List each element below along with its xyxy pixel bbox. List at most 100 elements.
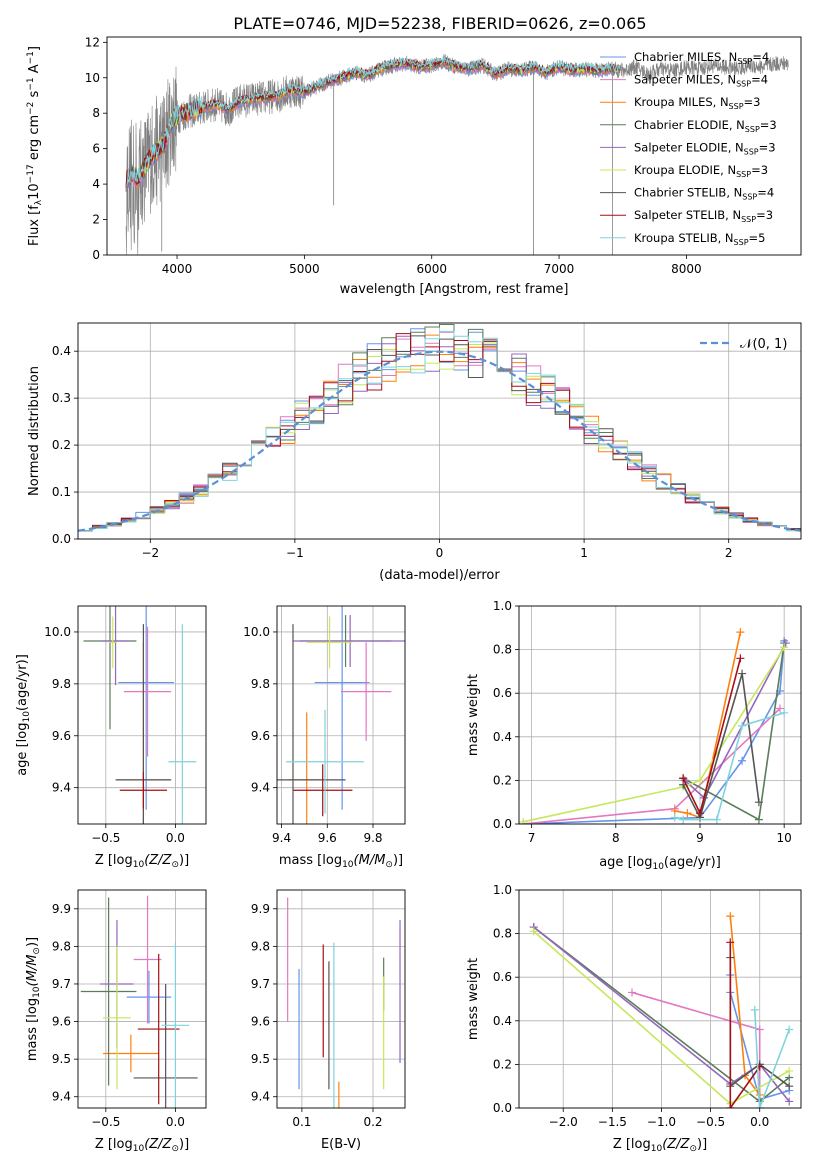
y-tick-label: 9.6 bbox=[251, 729, 270, 743]
data-point bbox=[712, 815, 721, 824]
y-tick-label: 9.5 bbox=[52, 1052, 71, 1066]
panel-ebv-mass: 0.1 0.2 9.4 9.5 9.6 9.7 9.8 9.9 E(B-V) bbox=[251, 889, 406, 1152]
data-point bbox=[726, 1104, 735, 1108]
y-tick-label: 9.6 bbox=[52, 729, 71, 743]
x-axis-label: age [log10(age/yr)] bbox=[599, 855, 721, 872]
y-axis-label: Flux [fλ10−17 erg cm−2 s−1 A−1] bbox=[26, 46, 44, 246]
legend-entry: Salpeter STELIB, NSSP=3 bbox=[634, 208, 773, 224]
legend-entry: Kroupa STELIB, NSSP=5 bbox=[634, 231, 765, 247]
y-tick-label: 9.6 bbox=[52, 1015, 71, 1029]
y-tick-label: 9.8 bbox=[251, 939, 270, 953]
y-tick-label: 9.4 bbox=[251, 781, 270, 795]
y-tick-label: 0.1 bbox=[52, 485, 71, 499]
x-axis-label: E(B-V) bbox=[321, 1137, 361, 1152]
data-point bbox=[781, 639, 790, 648]
y-tick-label: 8 bbox=[92, 106, 100, 120]
y-tick-label: 9.5 bbox=[251, 1052, 270, 1066]
legend-entry: Chabrier MILES, NSSP=4 bbox=[634, 50, 769, 66]
y-tick-label: 0.8 bbox=[493, 643, 512, 657]
y-tick-label: 0.4 bbox=[493, 730, 512, 744]
y-tick-label: 4 bbox=[92, 177, 100, 191]
series-line-8 bbox=[729, 942, 761, 1108]
x-tick-label: 8000 bbox=[671, 262, 702, 276]
x-tick-label: 1 bbox=[580, 546, 588, 560]
data-point bbox=[738, 756, 747, 765]
data-point bbox=[519, 817, 528, 824]
y-axis-label: Normed distribution bbox=[27, 366, 42, 496]
y-tick-label: 9.4 bbox=[251, 1090, 270, 1104]
data-point bbox=[695, 776, 704, 785]
data-point bbox=[726, 938, 735, 947]
data-point bbox=[738, 721, 747, 730]
x-tick-label: 2 bbox=[725, 546, 733, 560]
x-tick-label: 6000 bbox=[416, 262, 447, 276]
plot-area bbox=[277, 606, 405, 824]
plot-area bbox=[519, 628, 790, 824]
y-tick-label: 9.8 bbox=[251, 677, 270, 691]
data-point bbox=[755, 1104, 764, 1108]
y-tick-label: 9.9 bbox=[251, 902, 270, 916]
data-point bbox=[736, 628, 745, 637]
y-tick-label: 9.6 bbox=[251, 1015, 270, 1029]
plot-area bbox=[78, 324, 801, 532]
y-tick-label: 0.4 bbox=[493, 1014, 512, 1028]
legend-entry: Kroupa MILES, NSSP=3 bbox=[634, 95, 760, 111]
legend: Chabrier MILES, NSSP=4 Salpeter MILES, NS… bbox=[600, 50, 777, 247]
data-point bbox=[754, 798, 763, 807]
axes-frame bbox=[77, 889, 207, 1109]
y-axis-label: age [log10(age/yr)] bbox=[15, 654, 32, 776]
data-point bbox=[679, 815, 688, 824]
axes-frame bbox=[518, 889, 802, 1109]
x-tick-label: −1 bbox=[286, 546, 304, 560]
x-tick-label: 5000 bbox=[289, 262, 320, 276]
data-point bbox=[726, 912, 735, 921]
y-tick-label: 1.0 bbox=[493, 883, 512, 897]
legend-entry: Salpeter ELODIE, NSSP=3 bbox=[634, 140, 776, 156]
data-point bbox=[780, 708, 789, 717]
x-tick-label: −1.0 bbox=[647, 1115, 676, 1129]
y-tick-label: 6 bbox=[92, 142, 100, 156]
figure-title: PLATE=0746, MJD=52238, FIBERID=0626, z=0… bbox=[233, 14, 646, 33]
gaussian-curve bbox=[78, 350, 801, 532]
y-tick-label: 1.0 bbox=[493, 599, 512, 613]
y-tick-label: 0.8 bbox=[493, 927, 512, 941]
x-tick-label: −2 bbox=[141, 546, 159, 560]
x-tick-label: 9.6 bbox=[318, 831, 337, 845]
series-line-8 bbox=[682, 658, 742, 816]
model-spectrum-1 bbox=[125, 62, 621, 193]
x-tick-label: 4000 bbox=[162, 262, 193, 276]
data-point bbox=[679, 774, 688, 783]
series-line-7 bbox=[682, 673, 760, 820]
axes-frame bbox=[518, 605, 802, 825]
data-point bbox=[683, 809, 692, 818]
x-tick-label: 7000 bbox=[544, 262, 575, 276]
y-tick-label: 0.2 bbox=[52, 438, 71, 452]
y-tick-label: 9.7 bbox=[251, 977, 270, 991]
panel-residuals: −2 −1 0 1 2 0.0 0.1 0.2 0.3 0.4 𝒩(0, 1) (data-model… bbox=[27, 322, 802, 583]
series-line-2 bbox=[631, 991, 761, 1108]
x-axis-label: Z [log10(Z/Z⊙)] bbox=[613, 1137, 707, 1154]
data-point bbox=[785, 1066, 794, 1075]
model-spectrum-9 bbox=[125, 56, 621, 187]
x-tick-label: −1.5 bbox=[598, 1115, 627, 1129]
x-axis-label: (data-model)/error bbox=[379, 568, 500, 583]
y-tick-label: 10.0 bbox=[243, 625, 270, 639]
plot-area bbox=[529, 912, 794, 1108]
x-tick-label: 9 bbox=[696, 831, 704, 845]
data-point bbox=[785, 1082, 794, 1091]
series-line-6 bbox=[523, 646, 785, 823]
legend-entry: Chabrier ELODIE, NSSP=3 bbox=[634, 118, 777, 134]
x-tick-label: 0.0 bbox=[166, 831, 185, 845]
data-point bbox=[785, 1025, 794, 1034]
axes-frame bbox=[77, 605, 207, 825]
legend-entry: Chabrier STELIB, NSSP=4 bbox=[634, 186, 774, 202]
y-tick-label: 0.2 bbox=[493, 1057, 512, 1071]
x-tick-label: −2.0 bbox=[549, 1115, 578, 1129]
series-line-9 bbox=[754, 1009, 790, 1108]
data-point bbox=[738, 669, 747, 678]
y-tick-label: 0.6 bbox=[493, 686, 512, 700]
data-point bbox=[627, 988, 636, 997]
y-tick-label: 0.0 bbox=[493, 817, 512, 831]
y-tick-label: 10 bbox=[85, 71, 100, 85]
